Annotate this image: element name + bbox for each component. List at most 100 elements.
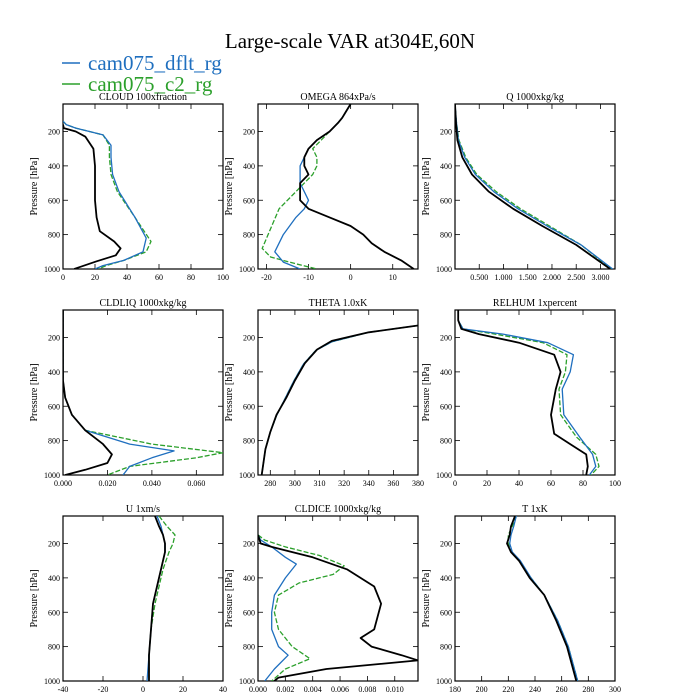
y-tick-label: 400: [48, 162, 60, 171]
series-line-cam075-dflt-rg: [509, 516, 579, 681]
panel-theta: THETA 1.0xK Pressure [hPa] 200 400 600 800 100…: [224, 298, 424, 488]
x-tick-label: 20: [179, 685, 187, 694]
x-tick-label: -20: [98, 685, 109, 694]
y-tick-label: 800: [243, 231, 255, 240]
x-tick-label: 40: [219, 685, 227, 694]
x-tick-label: 40: [123, 273, 131, 282]
panel-omega: OMEGA 864xPa/s Pressure [hPa] 200 400 600 800…: [224, 92, 419, 282]
x-tick-label: 2.000: [543, 273, 561, 282]
y-tick-label: 1000: [436, 265, 452, 274]
series-line-cam075-c2-rg: [63, 310, 223, 475]
x-tick-label: 60: [155, 273, 163, 282]
y-tick-label: 1000: [436, 677, 452, 686]
y-tick-label: 200: [48, 128, 60, 137]
series-line-cam075-dflt-rg: [63, 310, 175, 475]
y-axis-label: Pressure [hPa]: [421, 157, 432, 215]
x-tick-label: 0: [453, 479, 457, 488]
x-tick-label: 60: [547, 479, 555, 488]
panel-title: CLDLIQ 1000xkg/kg: [100, 298, 187, 309]
series-line-cam075-c2-rg: [261, 104, 352, 269]
x-tick-label: 0.006: [331, 685, 349, 694]
x-tick-label: 0: [349, 273, 353, 282]
y-tick-label: 200: [440, 334, 452, 343]
series-line-obs: [299, 104, 415, 269]
x-tick-label: 10: [389, 273, 397, 282]
y-tick-label: 200: [243, 334, 255, 343]
legend-label-cam075-c2-rg: cam075_c2_rg: [88, 72, 213, 96]
y-tick-label: 200: [48, 334, 60, 343]
plot-frame: [454, 103, 616, 270]
series-line-cam075-dflt-rg: [274, 104, 352, 269]
x-tick-label: 200: [476, 685, 488, 694]
y-tick-label: 400: [440, 368, 452, 377]
y-tick-label: 1000: [239, 677, 255, 686]
x-tick-label: 0.000: [54, 479, 72, 488]
plot-frame: [257, 515, 419, 682]
y-tick-label: 1000: [436, 471, 452, 480]
y-tick-label: 1000: [239, 471, 255, 480]
x-tick-label: 0.010: [386, 685, 404, 694]
y-axis-label: Pressure [hPa]: [224, 363, 235, 421]
x-tick-label: 0.004: [304, 685, 322, 694]
x-tick-label: 0.500: [470, 273, 488, 282]
panel-title: THETA 1.0xK: [309, 298, 368, 309]
series-line-cam075-dflt-rg: [455, 104, 613, 269]
panel-cldice: CLDICE 1000xkg/kg Pressure [hPa] 200 400 600…: [224, 504, 419, 694]
series-line-obs: [260, 324, 418, 475]
plot-frame: [257, 309, 419, 476]
y-tick-label: 800: [440, 643, 452, 652]
x-tick-label: 100: [217, 273, 229, 282]
panel-title: OMEGA 864xPa/s: [300, 92, 375, 103]
plot-frame: [454, 309, 616, 476]
x-tick-label: 360: [387, 479, 399, 488]
panel-title: T 1xK: [522, 504, 548, 515]
legend: cam075_dflt_rg cam075_c2_rg: [62, 51, 222, 96]
y-axis-label: Pressure [hPa]: [29, 363, 40, 421]
y-tick-label: 600: [440, 196, 452, 205]
panel-title: U 1xm/s: [126, 504, 160, 515]
x-tick-label: 0: [61, 273, 65, 282]
y-tick-label: 600: [243, 196, 255, 205]
x-tick-label: -40: [58, 685, 69, 694]
x-tick-label: 320: [338, 479, 350, 488]
panel-cldliq: CLDLIQ 1000xkg/kg Pressure [hPa] 200 400 600…: [29, 298, 224, 488]
plot-frame: [62, 309, 224, 476]
series-line-cam075-c2-rg: [63, 120, 152, 269]
y-tick-label: 400: [48, 368, 60, 377]
x-tick-label: -20: [261, 273, 272, 282]
y-tick-label: 800: [440, 231, 452, 240]
y-tick-label: 400: [243, 368, 255, 377]
x-tick-label: 300: [609, 685, 621, 694]
series-line-cam075-c2-rg: [455, 104, 612, 269]
y-tick-label: 800: [48, 437, 60, 446]
x-tick-label: 0.008: [358, 685, 376, 694]
panel-title: Q 1000xkg/kg: [506, 92, 564, 103]
y-tick-label: 400: [440, 574, 452, 583]
y-tick-label: 200: [243, 128, 255, 137]
panel-title: CLDICE 1000xkg/kg: [295, 504, 381, 515]
plot-frame: [62, 103, 224, 270]
x-tick-label: 40: [515, 479, 523, 488]
x-tick-label: 0.000: [249, 685, 267, 694]
y-tick-label: 400: [48, 574, 60, 583]
y-tick-label: 800: [243, 643, 255, 652]
series-line-cam075-dflt-rg: [258, 534, 297, 681]
x-tick-label: 3.000: [591, 273, 609, 282]
series-line-cam075-dflt-rg: [63, 120, 147, 269]
y-tick-label: 600: [243, 608, 255, 617]
series-line-cam075-c2-rg: [457, 310, 600, 475]
y-tick-label: 200: [48, 540, 60, 549]
series-line-cam075-c2-rg: [258, 534, 345, 681]
series-line-obs: [63, 310, 113, 475]
x-tick-label: 0.040: [143, 479, 161, 488]
series-line-obs: [258, 534, 418, 681]
panel-q: Q 1000xkg/kg Pressure [hPa] 200 400 600 800 10…: [421, 92, 616, 282]
x-tick-label: 0.060: [187, 479, 205, 488]
series-line-cam075-c2-rg: [148, 516, 176, 681]
y-axis-label: Pressure [hPa]: [224, 157, 235, 215]
series-line-obs: [63, 124, 122, 269]
x-tick-label: 240: [529, 685, 541, 694]
